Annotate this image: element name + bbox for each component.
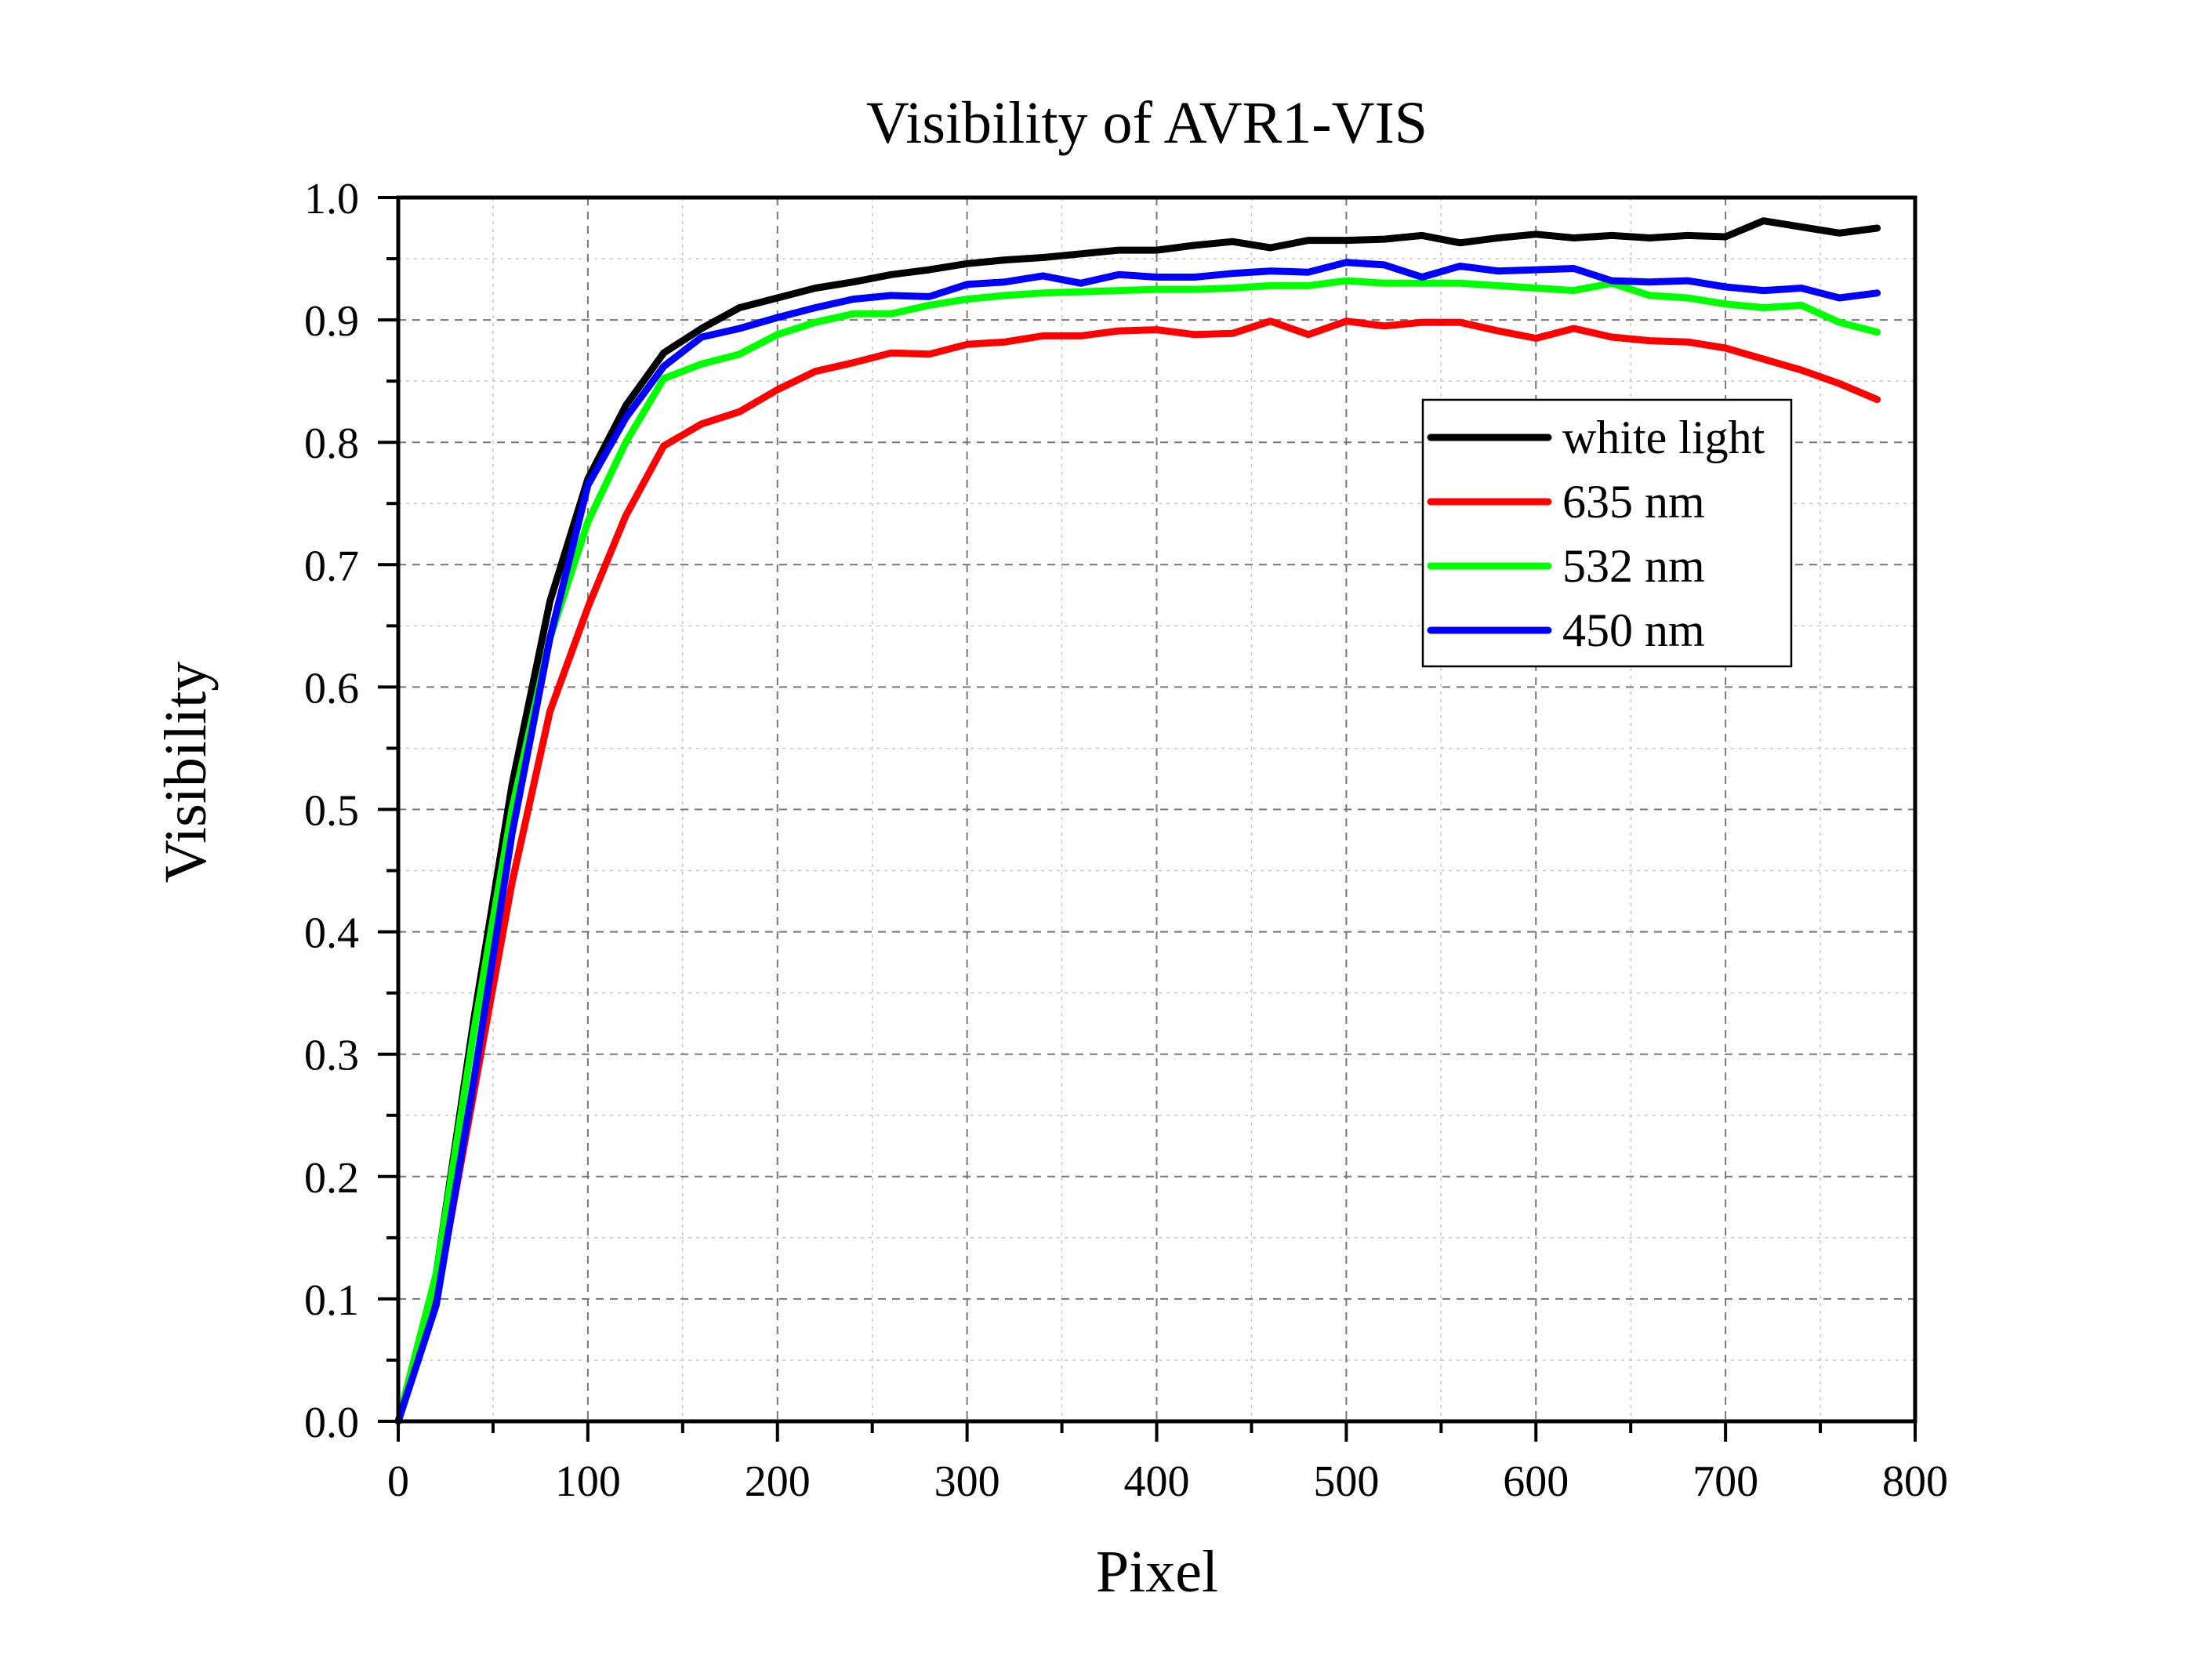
y-tick-label: 0.9 <box>304 297 359 346</box>
series-line-635-nm <box>394 317 1881 1425</box>
legend-box <box>1421 398 1793 668</box>
y-tick-label: 0.6 <box>304 664 359 713</box>
x-tick-label: 0 <box>387 1457 409 1506</box>
legend: white light 635 nm 532 nm 450 nm <box>1421 398 1793 668</box>
y-tick-label: 0.1 <box>304 1276 359 1325</box>
x-tick-label: 200 <box>745 1457 811 1506</box>
y-tick-label: 0.7 <box>304 542 359 590</box>
series-line-450-nm <box>394 259 1881 1425</box>
y-tick-label: 0.0 <box>304 1399 359 1447</box>
x-tick-label: 100 <box>555 1457 621 1506</box>
y-tick-label: 0.8 <box>304 419 359 468</box>
series-line-white-light <box>394 217 1881 1425</box>
plot-area <box>394 217 1881 1425</box>
x-tick-label: 600 <box>1503 1457 1569 1506</box>
x-tick-label: 500 <box>1313 1457 1379 1506</box>
y-axis-label: Visibility <box>153 662 219 884</box>
x-axis-tick-labels: 0 100 200 300 400 500 600 700 800 <box>387 1457 1948 1506</box>
y-tick-label: 0.3 <box>304 1032 359 1080</box>
y-tick-label: 0.4 <box>304 909 359 958</box>
grid <box>398 198 1915 1421</box>
chart-title: Visibility of AVR1-VIS <box>866 90 1428 156</box>
x-axis-label: Pixel <box>1096 1539 1218 1605</box>
legend-label: 450 nm <box>1562 604 1705 656</box>
y-tick-label: 0.5 <box>304 787 359 836</box>
y-tick-label: 1.0 <box>304 175 359 223</box>
x-tick-label: 300 <box>934 1457 1000 1506</box>
legend-label: white light <box>1562 412 1765 463</box>
y-axis-tick-labels: 0.0 0.1 0.2 0.3 0.4 0.5 0.6 0.7 0.8 0.9 1.0 <box>304 175 359 1447</box>
series-line-532-nm <box>394 277 1881 1425</box>
legend-label: 635 nm <box>1562 476 1705 528</box>
y-tick-label: 0.2 <box>304 1154 359 1203</box>
x-tick-label: 700 <box>1693 1457 1758 1506</box>
x-tick-label: 800 <box>1882 1457 1948 1506</box>
legend-label: 532 nm <box>1562 540 1705 592</box>
axis-ticks <box>378 196 1917 1442</box>
x-tick-label: 400 <box>1124 1457 1190 1506</box>
